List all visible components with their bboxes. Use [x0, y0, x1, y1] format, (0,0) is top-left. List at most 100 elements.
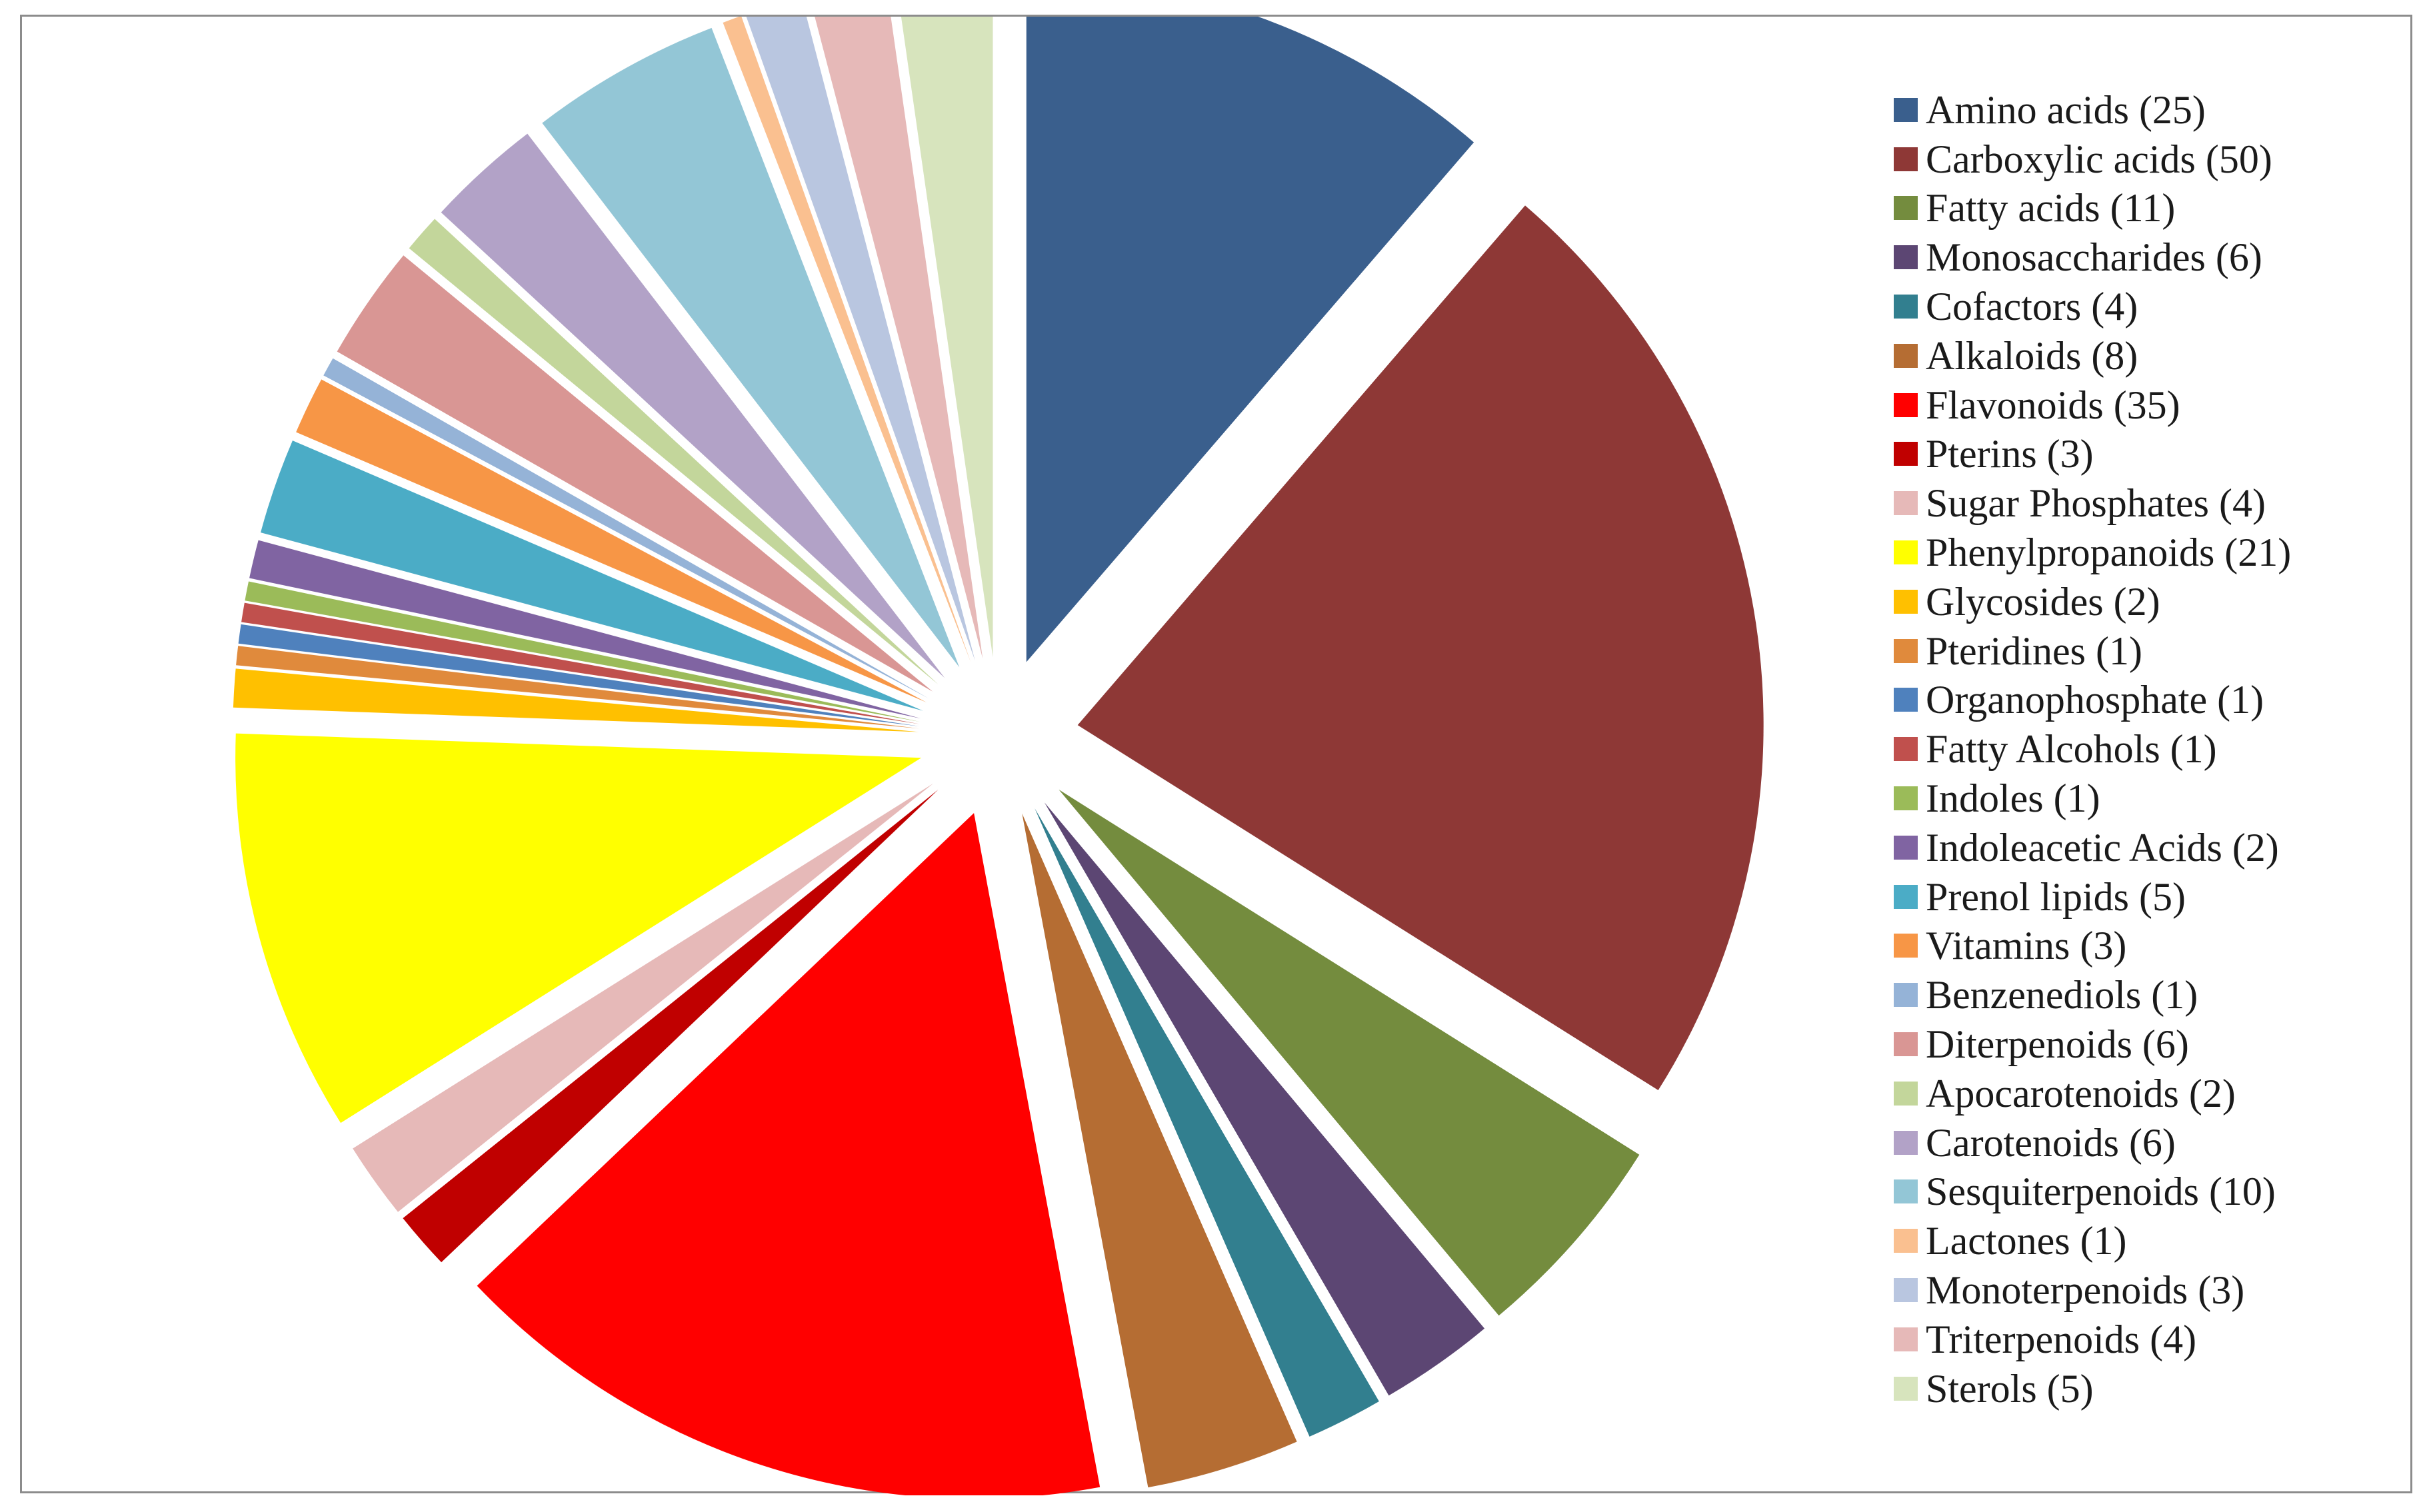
legend-label: Apocarotenoids (2): [1926, 1071, 2236, 1116]
pie-slice-alkaloids: [1022, 813, 1297, 1488]
legend-item: Apocarotenoids (2): [1894, 1069, 2291, 1118]
pie-slice-amino-acids: [1026, 17, 1474, 662]
legend-label: Triterpenoids (4): [1926, 1317, 2197, 1361]
pie-slice-monoterpenoids: [746, 17, 975, 661]
legend-item: Phenylpropanoids (21): [1894, 528, 2291, 577]
legend-label: Lactones (1): [1926, 1219, 2127, 1263]
legend-swatch: [1894, 1278, 1918, 1303]
legend-swatch: [1894, 1376, 1918, 1401]
pie-slice-vitamins: [296, 379, 927, 703]
legend-swatch: [1894, 934, 1918, 958]
legend-item: Prenol lipids (5): [1894, 872, 2291, 922]
legend-swatch: [1894, 835, 1918, 860]
legend-item: Amino acids (25): [1894, 85, 2291, 135]
chart-frame: Amino acids (25) Carboxylic acids (50) Fat…: [20, 15, 2412, 1495]
legend-item: Cofactors (4): [1894, 282, 2291, 331]
pie-slice-glycosides: [233, 668, 919, 732]
legend-swatch: [1894, 786, 1918, 811]
pie-slice-lactones: [723, 17, 971, 662]
pie-slice-pterins: [403, 789, 939, 1263]
legend-label: Sterols (5): [1926, 1366, 2094, 1411]
legend-label: Amino acids (25): [1926, 87, 2206, 132]
legend-item: Carboxylic acids (50): [1894, 135, 2291, 184]
pie-slice-monosaccharides: [1044, 802, 1485, 1396]
pie-slice-sugar-phosphates: [353, 783, 934, 1212]
legend-label: Pteridines (1): [1926, 628, 2142, 673]
legend-item: Carotenoids (6): [1894, 1118, 2291, 1167]
legend-label: Fatty acids (11): [1926, 186, 2176, 231]
legend: Amino acids (25) Carboxylic acids (50) Fat…: [1894, 85, 2291, 1413]
legend-label: Pterins (3): [1926, 432, 2094, 476]
legend-item: Vitamins (3): [1894, 922, 2291, 971]
pie-slice-carotenoids: [441, 133, 945, 678]
legend-swatch: [1894, 688, 1918, 712]
legend-label: Indoleacetic Acids (2): [1926, 825, 2279, 870]
legend-label: Cofactors (4): [1926, 285, 2138, 329]
pie-slice-pteridines: [236, 646, 919, 729]
legend-swatch: [1894, 1081, 1918, 1106]
legend-item: Fatty Alcohols (1): [1894, 724, 2291, 774]
legend-item: Glycosides (2): [1894, 577, 2291, 626]
legend-item: Alkaloids (8): [1894, 331, 2291, 380]
legend-label: Fatty Alcohols (1): [1926, 727, 2217, 772]
legend-item: Sesquiterpenoids (10): [1894, 1167, 2291, 1217]
legend-swatch: [1894, 983, 1918, 1008]
legend-item: Pteridines (1): [1894, 626, 2291, 676]
pie-slice-indoleacetic-acids: [249, 540, 921, 719]
legend-swatch: [1894, 392, 1918, 417]
legend-swatch: [1894, 196, 1918, 221]
legend-item: Triterpenoids (4): [1894, 1315, 2291, 1364]
pie-slice-prenol-lipids: [261, 440, 923, 711]
legend-item: Pterins (3): [1894, 430, 2291, 479]
pie-slice-fatty-acids: [1059, 789, 1640, 1316]
legend-label: Phenylpropanoids (21): [1926, 530, 2292, 575]
legend-label: Sugar Phosphates (4): [1926, 481, 2266, 526]
legend-swatch: [1894, 295, 1918, 319]
legend-swatch: [1894, 1032, 1918, 1057]
legend-item: Indoleacetic Acids (2): [1894, 823, 2291, 872]
pie-chart: [233, 17, 1764, 1495]
legend-swatch: [1894, 1179, 1918, 1204]
legend-label: Carboxylic acids (50): [1926, 137, 2272, 181]
legend-swatch: [1894, 97, 1918, 122]
pie-slice-cofactors: [1035, 808, 1379, 1437]
legend-item: Lactones (1): [1894, 1216, 2291, 1265]
legend-swatch: [1894, 442, 1918, 466]
legend-label: Flavonoids (35): [1926, 382, 2180, 427]
legend-item: Diterpenoids (6): [1894, 1020, 2291, 1069]
legend-item: Organophosphate (1): [1894, 676, 2291, 725]
pie-slice-diterpenoids: [337, 255, 933, 692]
legend-item: Sugar Phosphates (4): [1894, 478, 2291, 528]
legend-label: Monosaccharides (6): [1926, 235, 2262, 280]
legend-swatch: [1894, 884, 1918, 909]
legend-swatch: [1894, 343, 1918, 368]
legend-item: Fatty acids (11): [1894, 184, 2291, 233]
legend-label: Sesquiterpenoids (10): [1926, 1169, 2276, 1214]
pie-slice-indoles: [245, 581, 921, 722]
legend-item: Flavonoids (35): [1894, 380, 2291, 430]
legend-label: Glycosides (2): [1926, 579, 2160, 624]
pie-slice-organophosphate: [238, 624, 920, 726]
legend-swatch: [1894, 1327, 1918, 1351]
legend-swatch: [1894, 1130, 1918, 1155]
legend-item: Indoles (1): [1894, 774, 2291, 823]
legend-item: Monoterpenoids (3): [1894, 1265, 2291, 1315]
legend-swatch: [1894, 1229, 1918, 1253]
legend-item: Benzenediols (1): [1894, 970, 2291, 1020]
legend-swatch: [1894, 737, 1918, 762]
legend-swatch: [1894, 589, 1918, 614]
legend-label: Carotenoids (6): [1926, 1120, 2176, 1165]
legend-label: Vitamins (3): [1926, 924, 2127, 968]
legend-label: Monoterpenoids (3): [1926, 1268, 2245, 1313]
pie-slice-flavonoids: [477, 813, 1101, 1495]
pie-slice-triterpenoids: [815, 17, 983, 659]
legend-swatch: [1894, 540, 1918, 565]
legend-swatch: [1894, 638, 1918, 663]
pie-slice-benzenediols: [323, 358, 929, 698]
pie-slice-sterols: [901, 17, 993, 658]
legend-label: Diterpenoids (6): [1926, 1022, 2189, 1067]
legend-item: Monosaccharides (6): [1894, 233, 2291, 282]
legend-label: Benzenediols (1): [1926, 973, 2198, 1018]
legend-swatch: [1894, 147, 1918, 171]
pie-slice-phenylpropanoids: [235, 733, 922, 1124]
